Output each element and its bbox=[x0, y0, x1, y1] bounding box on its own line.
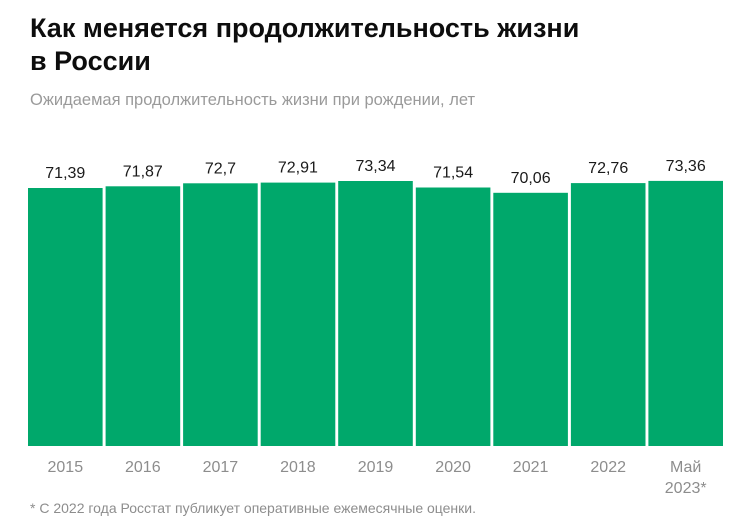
bar-1 bbox=[105, 186, 181, 447]
x-label-3: 2018 bbox=[280, 459, 316, 476]
value-label-4: 73,34 bbox=[355, 158, 395, 175]
value-label-0: 71,39 bbox=[45, 165, 85, 182]
bar-3 bbox=[260, 182, 336, 446]
x-label-6: 2021 bbox=[513, 459, 549, 476]
bar-6 bbox=[493, 192, 568, 446]
x-label-8-line-0: Май bbox=[670, 459, 701, 476]
x-label-8-line-1: 2023* bbox=[665, 480, 707, 497]
value-label-2: 72,7 bbox=[205, 160, 236, 177]
x-label-5: 2020 bbox=[435, 459, 471, 476]
value-label-5: 71,54 bbox=[433, 165, 473, 182]
x-label-1: 2016 bbox=[125, 459, 161, 476]
value-label-7: 72,76 bbox=[588, 160, 628, 177]
bar-2 bbox=[183, 183, 258, 447]
chart-title-line-2: в России bbox=[30, 46, 151, 76]
footnote: * С 2022 года Росстат публикует оператив… bbox=[30, 500, 476, 516]
chart-title: Как меняется продолжительность жизни в Р… bbox=[30, 12, 720, 78]
value-label-8: 73,36 bbox=[666, 158, 706, 175]
chart-subtitle: Ожидаемая продолжительность жизни при ро… bbox=[30, 91, 476, 109]
x-label-0: 2015 bbox=[48, 459, 84, 476]
bar-chart: 71,39 71,87 72,7 72,91 73,34 71,54 70,06 72,76 7… bbox=[28, 158, 723, 497]
bar-5 bbox=[415, 187, 491, 446]
x-label-4: 2019 bbox=[358, 459, 394, 476]
x-axis-labels-group: 2015 2016 2017 2018 2019 2020 2021 2022 Май 2023* bbox=[48, 459, 707, 497]
x-label-7: 2022 bbox=[590, 459, 626, 476]
value-label-6: 70,06 bbox=[511, 170, 551, 187]
value-labels-group: 71,39 71,87 72,7 72,91 73,34 71,54 70,06 72,76 7… bbox=[45, 158, 706, 187]
bar-8 bbox=[648, 180, 723, 446]
bar-0 bbox=[28, 188, 103, 446]
value-label-1: 71,87 bbox=[123, 163, 163, 180]
chart-title-line-1: Как меняется продолжительность жизни bbox=[30, 13, 580, 43]
x-label-2: 2017 bbox=[203, 459, 239, 476]
value-label-3: 72,91 bbox=[278, 160, 318, 177]
bars-group bbox=[28, 180, 723, 447]
bar-4 bbox=[338, 181, 413, 446]
bar-7 bbox=[570, 183, 646, 446]
